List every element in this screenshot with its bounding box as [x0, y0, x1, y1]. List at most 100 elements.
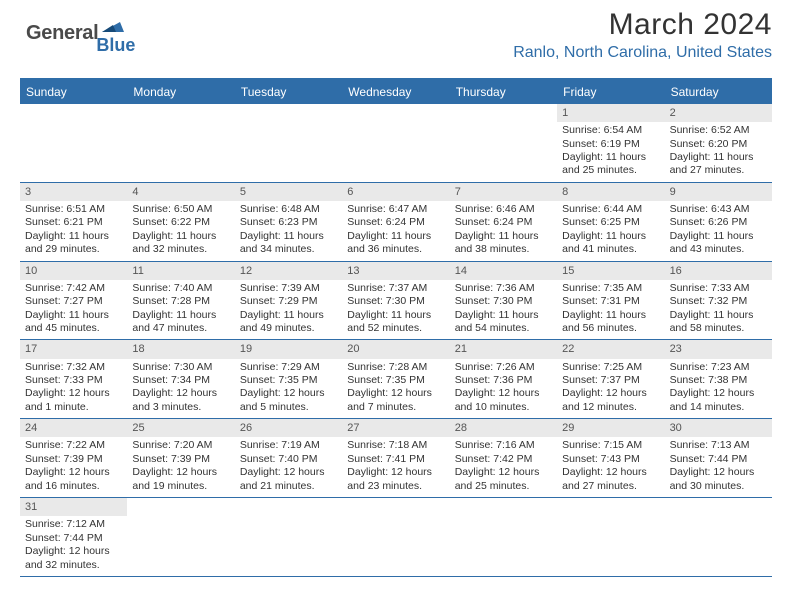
day-cell: 29Sunrise: 7:15 AMSunset: 7:43 PMDayligh… [557, 419, 664, 497]
day-body: Sunrise: 7:22 AMSunset: 7:39 PMDaylight:… [20, 437, 127, 497]
day-sunset: Sunset: 7:44 PM [670, 453, 767, 466]
title-block: March 2024 Ranlo, North Carolina, United… [513, 8, 772, 62]
day-daylight1: Daylight: 11 hours [670, 230, 767, 243]
day-sunrise: Sunrise: 6:48 AM [240, 203, 337, 216]
day-cell: 26Sunrise: 7:19 AMSunset: 7:40 PMDayligh… [235, 419, 342, 497]
day-number: 21 [450, 340, 557, 358]
day-cell [342, 104, 449, 182]
day-number: 27 [342, 419, 449, 437]
day-header-row: Sunday Monday Tuesday Wednesday Thursday… [20, 80, 772, 104]
day-cell: 15Sunrise: 7:35 AMSunset: 7:31 PMDayligh… [557, 262, 664, 340]
day-sunset: Sunset: 7:39 PM [132, 453, 229, 466]
day-body: Sunrise: 7:33 AMSunset: 7:32 PMDaylight:… [665, 280, 772, 340]
day-daylight2: and 30 minutes. [670, 480, 767, 493]
day-number: 6 [342, 183, 449, 201]
location-text: Ranlo, North Carolina, United States [513, 44, 772, 62]
day-number: 19 [235, 340, 342, 358]
day-daylight1: Daylight: 11 hours [240, 309, 337, 322]
day-sunrise: Sunrise: 7:33 AM [670, 282, 767, 295]
day-body: Sunrise: 7:39 AMSunset: 7:29 PMDaylight:… [235, 280, 342, 340]
day-daylight1: Daylight: 11 hours [670, 309, 767, 322]
day-daylight1: Daylight: 12 hours [347, 466, 444, 479]
day-cell: 18Sunrise: 7:30 AMSunset: 7:34 PMDayligh… [127, 340, 234, 418]
day-number: 10 [20, 262, 127, 280]
day-daylight2: and 34 minutes. [240, 243, 337, 256]
day-cell: 27Sunrise: 7:18 AMSunset: 7:41 PMDayligh… [342, 419, 449, 497]
day-daylight1: Daylight: 12 hours [132, 466, 229, 479]
day-body: Sunrise: 6:47 AMSunset: 6:24 PMDaylight:… [342, 201, 449, 261]
day-sunrise: Sunrise: 7:16 AM [455, 439, 552, 452]
day-cell [665, 498, 772, 576]
day-sunset: Sunset: 7:30 PM [347, 295, 444, 308]
day-sunrise: Sunrise: 6:50 AM [132, 203, 229, 216]
dow-wednesday: Wednesday [342, 80, 449, 104]
day-number [235, 498, 342, 515]
day-sunset: Sunset: 6:21 PM [25, 216, 122, 229]
day-sunrise: Sunrise: 7:39 AM [240, 282, 337, 295]
day-body: Sunrise: 6:48 AMSunset: 6:23 PMDaylight:… [235, 201, 342, 261]
dow-sunday: Sunday [20, 80, 127, 104]
day-cell: 25Sunrise: 7:20 AMSunset: 7:39 PMDayligh… [127, 419, 234, 497]
day-daylight2: and 52 minutes. [347, 322, 444, 335]
day-body: Sunrise: 7:13 AMSunset: 7:44 PMDaylight:… [665, 437, 772, 497]
day-number: 8 [557, 183, 664, 201]
day-daylight2: and 23 minutes. [347, 480, 444, 493]
day-body: Sunrise: 6:52 AMSunset: 6:20 PMDaylight:… [665, 122, 772, 182]
day-sunset: Sunset: 7:27 PM [25, 295, 122, 308]
day-daylight2: and 38 minutes. [455, 243, 552, 256]
day-number [450, 498, 557, 515]
day-sunrise: Sunrise: 7:26 AM [455, 361, 552, 374]
day-sunrise: Sunrise: 7:25 AM [562, 361, 659, 374]
day-daylight2: and 32 minutes. [132, 243, 229, 256]
day-cell [20, 104, 127, 182]
day-cell [342, 498, 449, 576]
dow-saturday: Saturday [665, 80, 772, 104]
week-row: 3Sunrise: 6:51 AMSunset: 6:21 PMDaylight… [20, 183, 772, 262]
day-number: 11 [127, 262, 234, 280]
day-sunset: Sunset: 7:36 PM [455, 374, 552, 387]
day-body: Sunrise: 6:44 AMSunset: 6:25 PMDaylight:… [557, 201, 664, 261]
day-daylight2: and 54 minutes. [455, 322, 552, 335]
day-number: 12 [235, 262, 342, 280]
day-number: 17 [20, 340, 127, 358]
day-daylight1: Daylight: 11 hours [455, 230, 552, 243]
day-cell [235, 498, 342, 576]
day-number: 14 [450, 262, 557, 280]
day-sunset: Sunset: 6:24 PM [455, 216, 552, 229]
day-sunrise: Sunrise: 7:30 AM [132, 361, 229, 374]
day-daylight2: and 16 minutes. [25, 480, 122, 493]
day-sunset: Sunset: 7:41 PM [347, 453, 444, 466]
day-sunrise: Sunrise: 7:15 AM [562, 439, 659, 452]
day-daylight1: Daylight: 12 hours [25, 387, 122, 400]
day-daylight2: and 27 minutes. [670, 164, 767, 177]
day-sunrise: Sunrise: 7:42 AM [25, 282, 122, 295]
day-daylight2: and 36 minutes. [347, 243, 444, 256]
day-cell: 13Sunrise: 7:37 AMSunset: 7:30 PMDayligh… [342, 262, 449, 340]
dow-thursday: Thursday [450, 80, 557, 104]
day-sunset: Sunset: 7:40 PM [240, 453, 337, 466]
day-cell: 14Sunrise: 7:36 AMSunset: 7:30 PMDayligh… [450, 262, 557, 340]
day-daylight1: Daylight: 12 hours [240, 466, 337, 479]
day-cell: 16Sunrise: 7:33 AMSunset: 7:32 PMDayligh… [665, 262, 772, 340]
day-cell: 3Sunrise: 6:51 AMSunset: 6:21 PMDaylight… [20, 183, 127, 261]
day-daylight1: Daylight: 11 hours [562, 230, 659, 243]
day-cell: 7Sunrise: 6:46 AMSunset: 6:24 PMDaylight… [450, 183, 557, 261]
day-cell [127, 498, 234, 576]
day-sunset: Sunset: 7:32 PM [670, 295, 767, 308]
day-body: Sunrise: 6:51 AMSunset: 6:21 PMDaylight:… [20, 201, 127, 261]
day-daylight1: Daylight: 12 hours [670, 466, 767, 479]
day-daylight2: and 58 minutes. [670, 322, 767, 335]
day-number: 5 [235, 183, 342, 201]
day-daylight2: and 25 minutes. [455, 480, 552, 493]
day-sunset: Sunset: 6:20 PM [670, 138, 767, 151]
day-number: 25 [127, 419, 234, 437]
day-sunrise: Sunrise: 6:46 AM [455, 203, 552, 216]
day-daylight1: Daylight: 11 hours [455, 309, 552, 322]
day-body: Sunrise: 6:46 AMSunset: 6:24 PMDaylight:… [450, 201, 557, 261]
day-daylight2: and 7 minutes. [347, 401, 444, 414]
day-daylight2: and 14 minutes. [670, 401, 767, 414]
day-sunrise: Sunrise: 7:40 AM [132, 282, 229, 295]
day-number [127, 498, 234, 515]
day-body: Sunrise: 7:15 AMSunset: 7:43 PMDaylight:… [557, 437, 664, 497]
day-daylight2: and 49 minutes. [240, 322, 337, 335]
